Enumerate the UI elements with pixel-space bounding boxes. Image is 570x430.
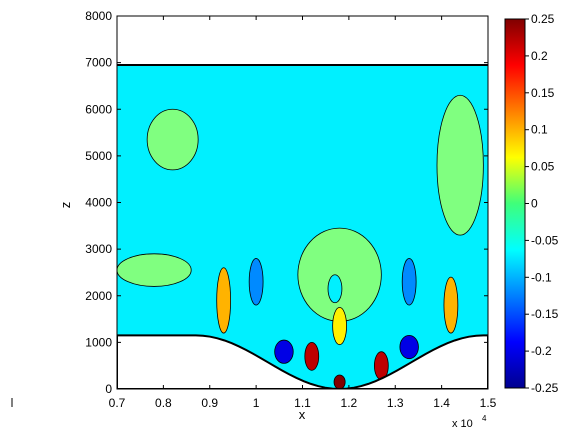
- colorbar-tick-label: 0.1: [531, 123, 548, 137]
- x-exponent-power: 4: [482, 414, 487, 423]
- plot-area: 0.7 0.8 0.9 1 1.1 1.2 1.3 1.4 1.5 0 1000 2000 3000 4…: [85, 9, 496, 410]
- x-tick-label: 1.3: [387, 396, 404, 410]
- contour-orange-left: [216, 267, 232, 334]
- y-tick-label: 5000: [85, 149, 112, 163]
- contour-core-blue-2: [399, 334, 419, 360]
- x-tick-label: 1.2: [341, 396, 358, 410]
- contour-field: [117, 63, 488, 389]
- y-axis-label: z: [58, 202, 73, 209]
- contour-bottom-red: [333, 374, 346, 389]
- x-tick-label: 1.1: [294, 396, 311, 410]
- x-axis-ticks: 0.7 0.8 0.9 1 1.1 1.2 1.3 1.4 1.5: [109, 16, 497, 410]
- colorbar-tick-label: 0.25: [531, 12, 555, 26]
- terrain: [117, 334, 488, 389]
- contour-blue-right: [401, 258, 417, 306]
- contour-central-hole: [327, 274, 343, 304]
- colorbar-tick-label: 0.05: [531, 160, 555, 174]
- colorbar-tick-label: 0: [531, 197, 538, 211]
- y-axis-ticks: 0 1000 2000 3000 4000 5000 6000 7000 8000: [85, 9, 488, 396]
- y-tick-label: 6000: [85, 102, 112, 116]
- y-tick-label: 3000: [85, 242, 112, 256]
- y-tick-label: 0: [105, 382, 112, 396]
- contour-core-blue: [274, 339, 294, 364]
- contour-core-red-left: [304, 341, 320, 371]
- contour-left-streak: [117, 253, 192, 287]
- y-tick-label: 7000: [85, 56, 112, 70]
- contour-blue-left: [248, 258, 264, 306]
- colorbar-tick-label: -0.1: [531, 270, 552, 284]
- colorbar-tick-label: -0.25: [531, 381, 559, 395]
- colorbar: -0.25 -0.2 -0.15 -0.1 -0.05 0 0.05 0.1 0.15 0.2 0.…: [504, 12, 559, 395]
- x-exponent-label: x 10 4: [452, 414, 487, 430]
- x-tick-label: 1.5: [480, 396, 497, 410]
- x-tick-label: 1.4: [433, 396, 450, 410]
- colorbar-tick-label: 0.15: [531, 86, 555, 100]
- y-tick-label: 4000: [85, 196, 112, 210]
- y-tick-label: 2000: [85, 289, 112, 303]
- colorbar-tick-label: -0.2: [531, 344, 552, 358]
- x-tick-label: 1: [253, 396, 260, 410]
- x-axis-label: x: [299, 407, 306, 422]
- contour-upper-left-cell: [146, 108, 199, 171]
- colorbar-tick-label: -0.05: [531, 233, 559, 247]
- contour-upper-right-cell: [436, 94, 484, 236]
- y-tick-label: 8000: [85, 9, 112, 23]
- colorbar-tick-label: -0.15: [531, 307, 559, 321]
- y-tick-label: 1000: [85, 335, 112, 349]
- x-exponent-base: x 10: [452, 418, 473, 430]
- x-tick-label: 0.9: [201, 396, 218, 410]
- x-tick-label: 0.8: [155, 396, 172, 410]
- contour-core-yellow: [332, 307, 347, 346]
- x-tick-label: 0.7: [109, 396, 126, 410]
- colorbar-ticks: -0.25 -0.2 -0.15 -0.1 -0.05 0 0.05 0.1 0.15 0.2 0.…: [525, 12, 559, 395]
- colorbar-tick-label: 0.2: [531, 49, 548, 63]
- contour-orange-right: [443, 276, 459, 334]
